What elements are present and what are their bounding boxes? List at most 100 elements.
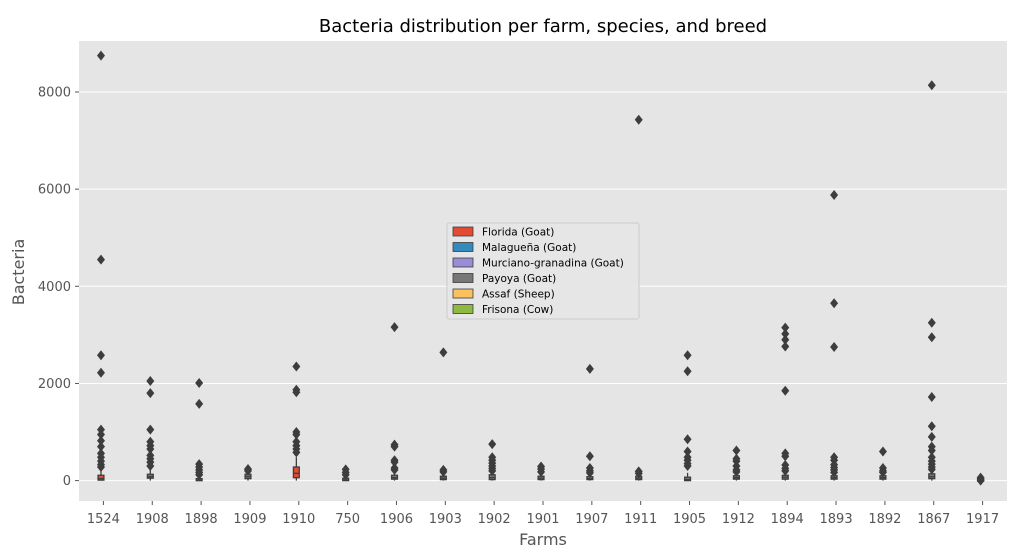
outlier-point [96, 435, 105, 446]
legend-label: Assaf (Sheep) [482, 289, 555, 301]
box-body [97, 474, 105, 481]
legend-swatch [452, 242, 474, 252]
outlier-point [830, 467, 839, 478]
outlier-point [146, 461, 155, 472]
outlier-point [927, 80, 936, 91]
legend-label: Florida (Goat) [482, 227, 554, 239]
outlier-point [195, 377, 204, 388]
legend-swatch [452, 226, 474, 237]
outlier-point [96, 50, 105, 61]
x-tick-label: 1903 [429, 512, 462, 527]
box-1903 [439, 347, 448, 481]
outlier-point [634, 114, 643, 125]
outlier-point [537, 466, 546, 477]
outlier-point [781, 322, 790, 333]
box-body [683, 476, 692, 482]
outlier-point [732, 466, 741, 477]
outlier-point [488, 465, 497, 476]
outlier-point [292, 387, 301, 398]
x-tick-label: 1909 [233, 512, 266, 527]
box-1906 [390, 322, 399, 481]
legend-label: Payoya (Goat) [482, 273, 556, 285]
x-tick-label: 1524 [87, 512, 120, 527]
y-tick-label: 2000 [38, 377, 71, 392]
box-1893 [830, 189, 839, 481]
box-body [292, 466, 300, 479]
outlier-point [927, 317, 936, 328]
box-1867 [927, 80, 936, 481]
box-1917 [976, 472, 985, 486]
outlier-point [585, 467, 594, 478]
legend-label: Malagueña (Goat) [482, 242, 576, 254]
x-tick-label: 1867 [917, 512, 950, 527]
box-1907 [585, 363, 594, 481]
box-1901 [537, 461, 546, 481]
y-tick-label: 6000 [38, 183, 71, 198]
chart-title: Bacteria distribution per farm, species,… [319, 16, 767, 37]
outlier-point [439, 466, 448, 477]
x-tick-label: 1894 [771, 512, 804, 527]
legend-swatch [452, 257, 474, 268]
outlier-point [439, 347, 448, 358]
x-tick-label: 1902 [478, 512, 511, 527]
outlier-point [292, 429, 301, 440]
legend-swatch [452, 288, 474, 299]
outlier-point [146, 444, 155, 455]
outlier-point [927, 445, 936, 456]
legend-frame [446, 222, 640, 320]
box-1898 [195, 377, 204, 482]
x-tick-label: 1912 [722, 512, 755, 527]
x-tick-label: 1911 [624, 512, 657, 527]
outlier-point [146, 376, 155, 387]
outlier-point [585, 363, 594, 374]
x-tick-label: 1905 [673, 512, 706, 527]
legend-swatch [452, 304, 474, 314]
legend-label: Frisona (Cow) [482, 304, 553, 316]
box-1908 [146, 376, 155, 481]
outlier-point [927, 431, 936, 442]
outlier-point [781, 465, 790, 476]
outlier-point [488, 439, 497, 450]
outlier-point [341, 469, 350, 480]
outlier-point [146, 388, 155, 399]
outlier-point [781, 341, 790, 352]
legend: Florida (Goat) Malagueña (Goat) Murciano-g… [446, 222, 640, 320]
box-1912 [732, 445, 741, 481]
outlier-point [976, 475, 985, 486]
box-1894 [781, 322, 790, 481]
outlier-point [830, 189, 839, 200]
outlier-point [96, 441, 105, 452]
outlier-point [683, 434, 692, 445]
outlier-point [781, 451, 790, 462]
box-1902 [488, 439, 497, 481]
outlier-point [146, 424, 155, 435]
outlier-point [927, 464, 936, 475]
outlier-point [878, 467, 887, 478]
x-tick-label: 1917 [966, 512, 999, 527]
x-tick-label: 1893 [820, 512, 853, 527]
x-axis-label: Farms [519, 530, 567, 549]
y-axis: 0 2000 4000 6000 8000 [38, 86, 79, 489]
outlier-point [243, 465, 252, 476]
outlier-point [732, 445, 741, 456]
y-axis-label: Bacteria [9, 239, 28, 306]
box-1909 [243, 463, 252, 481]
y-tick-label: 8000 [38, 86, 71, 101]
outlier-point [195, 469, 204, 480]
x-tick-label: 1892 [868, 512, 901, 527]
box-1905 [683, 350, 692, 482]
outlier-point [585, 451, 594, 462]
box-1892 [878, 446, 887, 481]
x-tick-label: 1907 [575, 512, 608, 527]
outlier-point [683, 366, 692, 377]
outlier-point [878, 446, 887, 457]
outlier-point [96, 429, 105, 440]
x-tick-label: 1906 [380, 512, 413, 527]
box-plots [96, 50, 985, 486]
outlier-point [634, 468, 643, 479]
outlier-point [390, 464, 399, 475]
outlier-point [927, 332, 936, 343]
outlier-point [292, 447, 301, 458]
outlier-point [830, 342, 839, 353]
outlier-point [390, 322, 399, 333]
